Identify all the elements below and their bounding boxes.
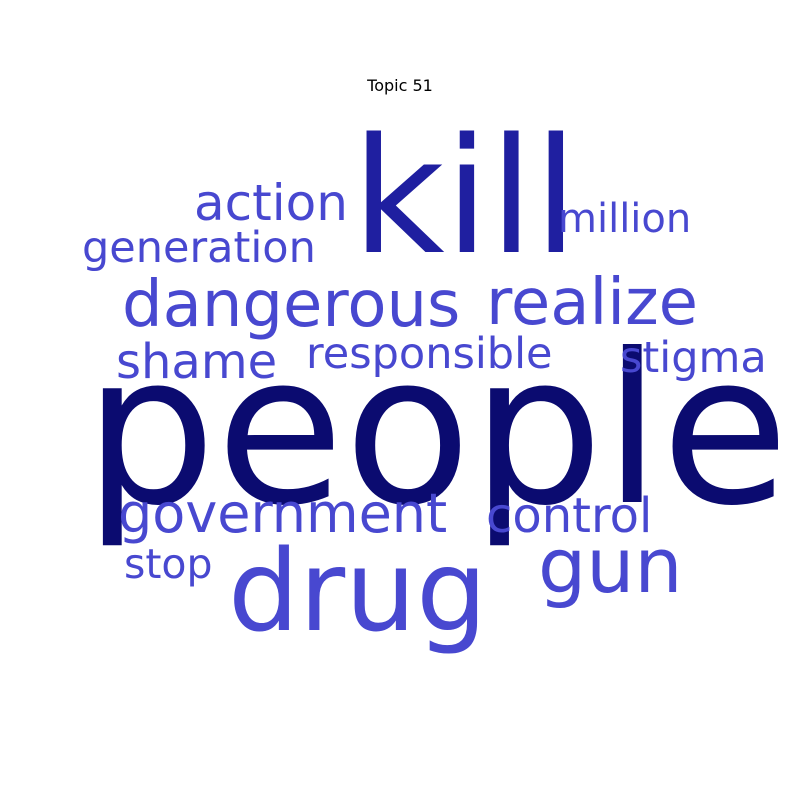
word-dangerous: dangerous xyxy=(122,268,460,342)
word-government: government xyxy=(118,482,447,545)
word-kill: kill xyxy=(352,103,578,290)
word-action: action xyxy=(194,174,348,232)
word-generation: generation xyxy=(82,223,316,273)
word-million: million xyxy=(558,196,691,242)
word-responsible: responsible xyxy=(306,329,553,379)
word-gun: gun xyxy=(538,521,683,610)
word-realize: realize xyxy=(486,266,698,340)
chart-title: Topic 51 xyxy=(367,76,433,95)
word-people: people xyxy=(84,310,789,552)
word-drug: drug xyxy=(228,527,487,657)
word-control: control xyxy=(486,488,652,544)
word-stop: stop xyxy=(124,540,213,588)
word-shame: shame xyxy=(116,334,277,390)
word-stigma: stigma xyxy=(620,333,767,383)
